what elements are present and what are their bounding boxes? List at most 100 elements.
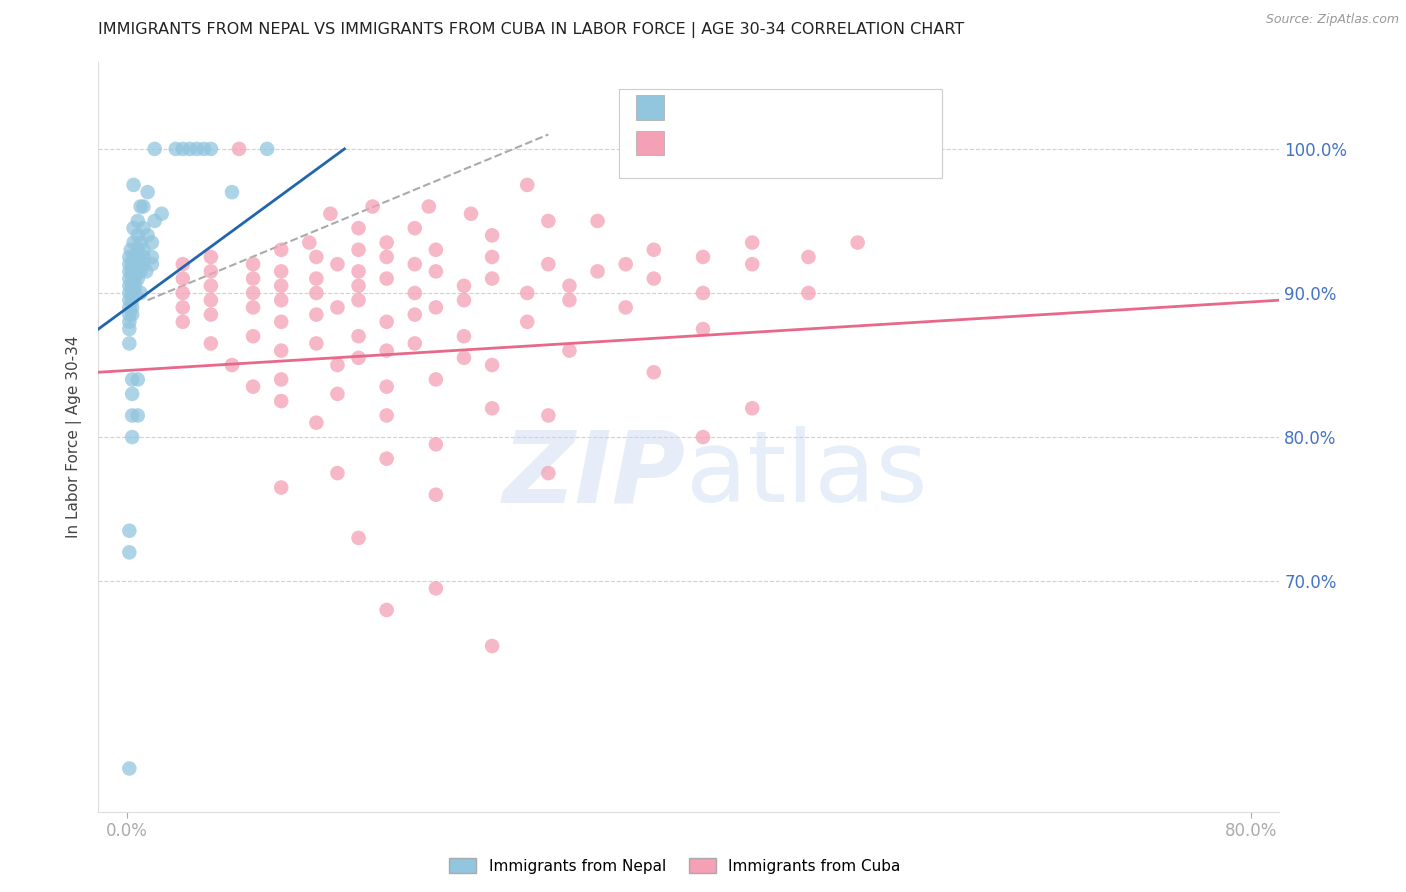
Point bbox=[425, 437, 447, 451]
Point bbox=[127, 271, 149, 285]
Point bbox=[404, 336, 426, 351]
Point bbox=[361, 200, 384, 214]
Point bbox=[326, 257, 349, 271]
Text: N =: N = bbox=[786, 140, 823, 158]
Point bbox=[537, 466, 560, 480]
Point bbox=[124, 278, 146, 293]
Point bbox=[143, 214, 166, 228]
Point bbox=[121, 257, 143, 271]
Point bbox=[425, 582, 447, 596]
Point bbox=[537, 257, 560, 271]
Point bbox=[118, 545, 141, 559]
Point bbox=[143, 142, 166, 156]
Point bbox=[305, 271, 328, 285]
Point bbox=[141, 235, 163, 250]
Point bbox=[375, 343, 398, 358]
Text: 123: 123 bbox=[831, 140, 866, 158]
Point bbox=[118, 257, 141, 271]
Point bbox=[453, 351, 475, 365]
Point bbox=[516, 178, 538, 192]
Point bbox=[741, 257, 763, 271]
Point bbox=[127, 243, 149, 257]
Point bbox=[425, 264, 447, 278]
Text: ZIP: ZIP bbox=[503, 426, 686, 523]
Point bbox=[129, 285, 152, 300]
Point bbox=[121, 301, 143, 315]
Point bbox=[129, 264, 152, 278]
Point bbox=[404, 257, 426, 271]
Point bbox=[326, 358, 349, 372]
Point bbox=[453, 278, 475, 293]
Point bbox=[326, 466, 349, 480]
Point bbox=[124, 271, 146, 285]
Point bbox=[172, 315, 194, 329]
Point bbox=[305, 416, 328, 430]
Point bbox=[347, 293, 370, 308]
Point bbox=[135, 264, 157, 278]
Point bbox=[118, 293, 141, 308]
Point bbox=[537, 409, 560, 423]
Point bbox=[172, 257, 194, 271]
Point bbox=[270, 481, 292, 495]
Point bbox=[179, 142, 201, 156]
Point bbox=[200, 264, 222, 278]
Point bbox=[121, 387, 143, 401]
Point bbox=[305, 285, 328, 300]
Point bbox=[270, 394, 292, 409]
Point bbox=[200, 336, 222, 351]
Point bbox=[122, 221, 145, 235]
Point bbox=[124, 285, 146, 300]
Point bbox=[270, 243, 292, 257]
Point bbox=[118, 524, 141, 538]
Point bbox=[127, 372, 149, 386]
Point bbox=[118, 308, 141, 322]
Point bbox=[516, 285, 538, 300]
Point bbox=[453, 293, 475, 308]
Point bbox=[404, 308, 426, 322]
Point bbox=[129, 235, 152, 250]
Y-axis label: In Labor Force | Age 30-34: In Labor Force | Age 30-34 bbox=[66, 335, 83, 539]
Point bbox=[347, 264, 370, 278]
Point bbox=[453, 329, 475, 343]
Point bbox=[200, 142, 222, 156]
Point bbox=[172, 301, 194, 315]
Point bbox=[692, 322, 714, 336]
Text: N =: N = bbox=[786, 104, 823, 122]
Point bbox=[425, 301, 447, 315]
Point bbox=[150, 207, 173, 221]
Point bbox=[122, 178, 145, 192]
Point bbox=[614, 257, 637, 271]
Point bbox=[347, 531, 370, 545]
Point bbox=[200, 250, 222, 264]
Point bbox=[558, 343, 581, 358]
Point bbox=[460, 207, 482, 221]
Point bbox=[127, 409, 149, 423]
Point bbox=[425, 243, 447, 257]
Legend: Immigrants from Nepal, Immigrants from Cuba: Immigrants from Nepal, Immigrants from C… bbox=[443, 852, 907, 880]
Point bbox=[347, 243, 370, 257]
Point bbox=[347, 351, 370, 365]
Point bbox=[127, 214, 149, 228]
Point bbox=[516, 315, 538, 329]
Point bbox=[270, 315, 292, 329]
Point bbox=[692, 250, 714, 264]
Point bbox=[141, 257, 163, 271]
Text: R =: R = bbox=[673, 140, 710, 158]
Point bbox=[481, 228, 503, 243]
Point bbox=[375, 379, 398, 393]
Point bbox=[118, 301, 141, 315]
Point bbox=[797, 250, 820, 264]
Point bbox=[375, 235, 398, 250]
Point bbox=[643, 365, 665, 379]
Point bbox=[228, 142, 250, 156]
Point bbox=[172, 285, 194, 300]
Point bbox=[375, 250, 398, 264]
Point bbox=[193, 142, 215, 156]
Point bbox=[127, 250, 149, 264]
Point bbox=[242, 271, 264, 285]
Point bbox=[124, 257, 146, 271]
Point bbox=[186, 142, 208, 156]
Point bbox=[375, 603, 398, 617]
Point bbox=[242, 329, 264, 343]
Point bbox=[270, 278, 292, 293]
